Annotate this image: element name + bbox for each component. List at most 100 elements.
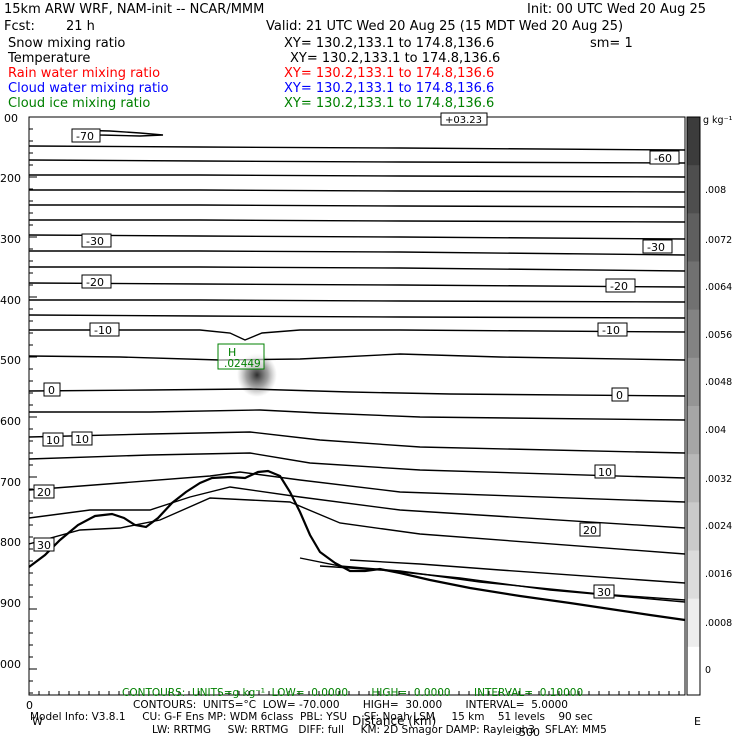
y-tick-label: 800 <box>0 536 21 549</box>
plot-frame <box>28 116 686 696</box>
isotherm-label: 10 <box>42 432 64 447</box>
field-xy-temperature: XY= 130.2,133.1 to 174.8,136.6 <box>290 51 501 66</box>
colorbar-segment <box>687 309 700 359</box>
max-marker-value: .02449 <box>224 358 261 370</box>
valid-time: Valid: 21 UTC Wed 20 Aug 25 (15 MDT Wed … <box>266 19 624 34</box>
isotherm-label: -30 <box>81 233 112 248</box>
isotherm-label: 0 <box>611 387 629 402</box>
y-tick-label: 00 <box>4 112 18 125</box>
isotherm-line <box>29 388 685 397</box>
isotherm-line <box>29 145 685 151</box>
svg-text:-60: -60 <box>654 152 672 165</box>
svg-text:-10: -10 <box>602 324 620 337</box>
isotherm-line <box>29 471 685 503</box>
svg-text:+03.23: +03.23 <box>445 115 482 126</box>
isotherm-line <box>29 282 685 288</box>
x-tick-label: 0 <box>26 699 33 712</box>
fcst-value: 21 h <box>66 19 95 34</box>
svg-text:-20: -20 <box>610 280 628 293</box>
isotherm-line <box>29 219 685 223</box>
isotherm-label: -10 <box>597 322 628 337</box>
max-marker-symbol: H <box>228 346 236 359</box>
colorbar-frame <box>686 116 701 696</box>
isotherm-line <box>29 299 685 303</box>
field-xy-cloud-ice: XY= 130.2,133.1 to 174.8,136.6 <box>284 96 495 111</box>
colorbar-segment <box>687 261 700 311</box>
svg-text:0: 0 <box>48 384 55 397</box>
isotherm-line <box>349 559 685 584</box>
isotherm-line <box>29 204 685 208</box>
svg-text:30: 30 <box>37 539 51 552</box>
colorbar <box>686 116 701 696</box>
cloud-ice-max-marker: H .02449 <box>217 343 265 370</box>
colorbar-tick-label: 0 <box>705 665 711 676</box>
isotherm-label: -70 <box>71 128 101 143</box>
endpoint-label-west: W <box>32 715 43 728</box>
y-tick-label: 600 <box>0 415 21 428</box>
colorbar-segment <box>687 646 700 696</box>
y-tick-label: 500 <box>0 354 21 367</box>
isotherm-label: 20 <box>33 484 55 499</box>
y-axis-ticks <box>29 116 37 694</box>
isotherm-label: 20 <box>579 522 601 537</box>
x-tick-label: 500 <box>519 726 540 739</box>
field-name-cloud-ice: Cloud ice mixing ratio <box>8 96 151 111</box>
contours-info-temperature: CONTOURS: UNITS=°C LOW= -70.000 HIGH= 30… <box>133 699 568 711</box>
field-xy-rain: XY= 130.2,133.1 to 174.8,136.6 <box>284 66 495 81</box>
field-xy-snow: XY= 130.2,133.1 to 174.8,136.6 <box>284 36 495 51</box>
svg-text:10: 10 <box>598 466 612 479</box>
isotherm-line <box>29 353 685 361</box>
y-tick-label: 400 <box>0 294 21 307</box>
colorbar-tick-label: .0024 <box>705 521 732 532</box>
svg-text:-10: -10 <box>94 324 112 337</box>
fcst-label: Fcst: <box>4 19 35 34</box>
colorbar-segment <box>687 502 700 551</box>
isotherm-line <box>29 431 685 454</box>
top-box-label: +03.23 <box>440 112 488 126</box>
colorbar-tick-label: .0008 <box>705 618 732 629</box>
svg-text:-30: -30 <box>647 241 665 254</box>
field-xy-cloud-water: XY= 130.2,133.1 to 174.8,136.6 <box>284 81 495 96</box>
model-info-line-2: LW: RRTMG SW: RRTMG DIFF: full KM: 2D Sm… <box>152 724 607 736</box>
colorbar-tick-label: .004 <box>705 425 726 436</box>
colorbar-tick-label: .0056 <box>705 330 732 341</box>
colorbar-segment <box>687 550 700 600</box>
model-title: 15km ARW WRF, NAM-init -- NCAR/MMM <box>4 2 265 17</box>
colorbar-tick-label: .0048 <box>705 377 732 388</box>
field-name-snow: Snow mixing ratio <box>8 36 126 51</box>
y-tick-label: 900 <box>0 597 21 610</box>
isotherm-line <box>29 329 685 341</box>
contours-info-ice: CONTOURS: UNITS=g kg⁻¹ LOW= 0.0000 HIGH=… <box>122 687 584 699</box>
isotherm-label: 10 <box>594 464 616 479</box>
isotherm-line <box>29 159 685 164</box>
isotherm-line <box>29 189 685 193</box>
isotherm-label: 30 <box>33 537 55 552</box>
svg-text:-70: -70 <box>76 130 94 143</box>
isotherm-line <box>29 486 685 529</box>
isotherm-label: -10 <box>89 322 120 337</box>
isotherm-label: -20 <box>81 274 112 289</box>
colorbar-tick-label: .0072 <box>705 235 732 246</box>
colorbar-tick-label: .008 <box>705 185 726 196</box>
field-name-rain: Rain water mixing ratio <box>8 66 161 81</box>
isotherm-label: 0 <box>43 382 61 397</box>
isotherm-label: 10 <box>71 431 93 446</box>
colorbar-tick-label: .0016 <box>705 569 732 580</box>
svg-text:20: 20 <box>583 524 597 537</box>
colorbar-segment <box>687 165 700 214</box>
y-tick-label: 700 <box>0 476 21 489</box>
isotherm-label: -30 <box>642 239 673 254</box>
field-smoothing: sm= 1 <box>590 36 633 51</box>
svg-text:10: 10 <box>46 434 60 447</box>
svg-text:30: 30 <box>597 586 611 599</box>
isotherm-line <box>29 452 685 479</box>
isotherm-line <box>29 314 685 319</box>
endpoint-label-east: E <box>694 715 701 728</box>
terrain-profile <box>28 469 686 622</box>
x-axis-label: Distance (km) <box>352 714 436 728</box>
isotherm-line <box>29 497 685 555</box>
isotherm-line <box>29 174 685 178</box>
svg-text:-30: -30 <box>86 235 104 248</box>
colorbar-tick-label: .0032 <box>705 474 732 485</box>
